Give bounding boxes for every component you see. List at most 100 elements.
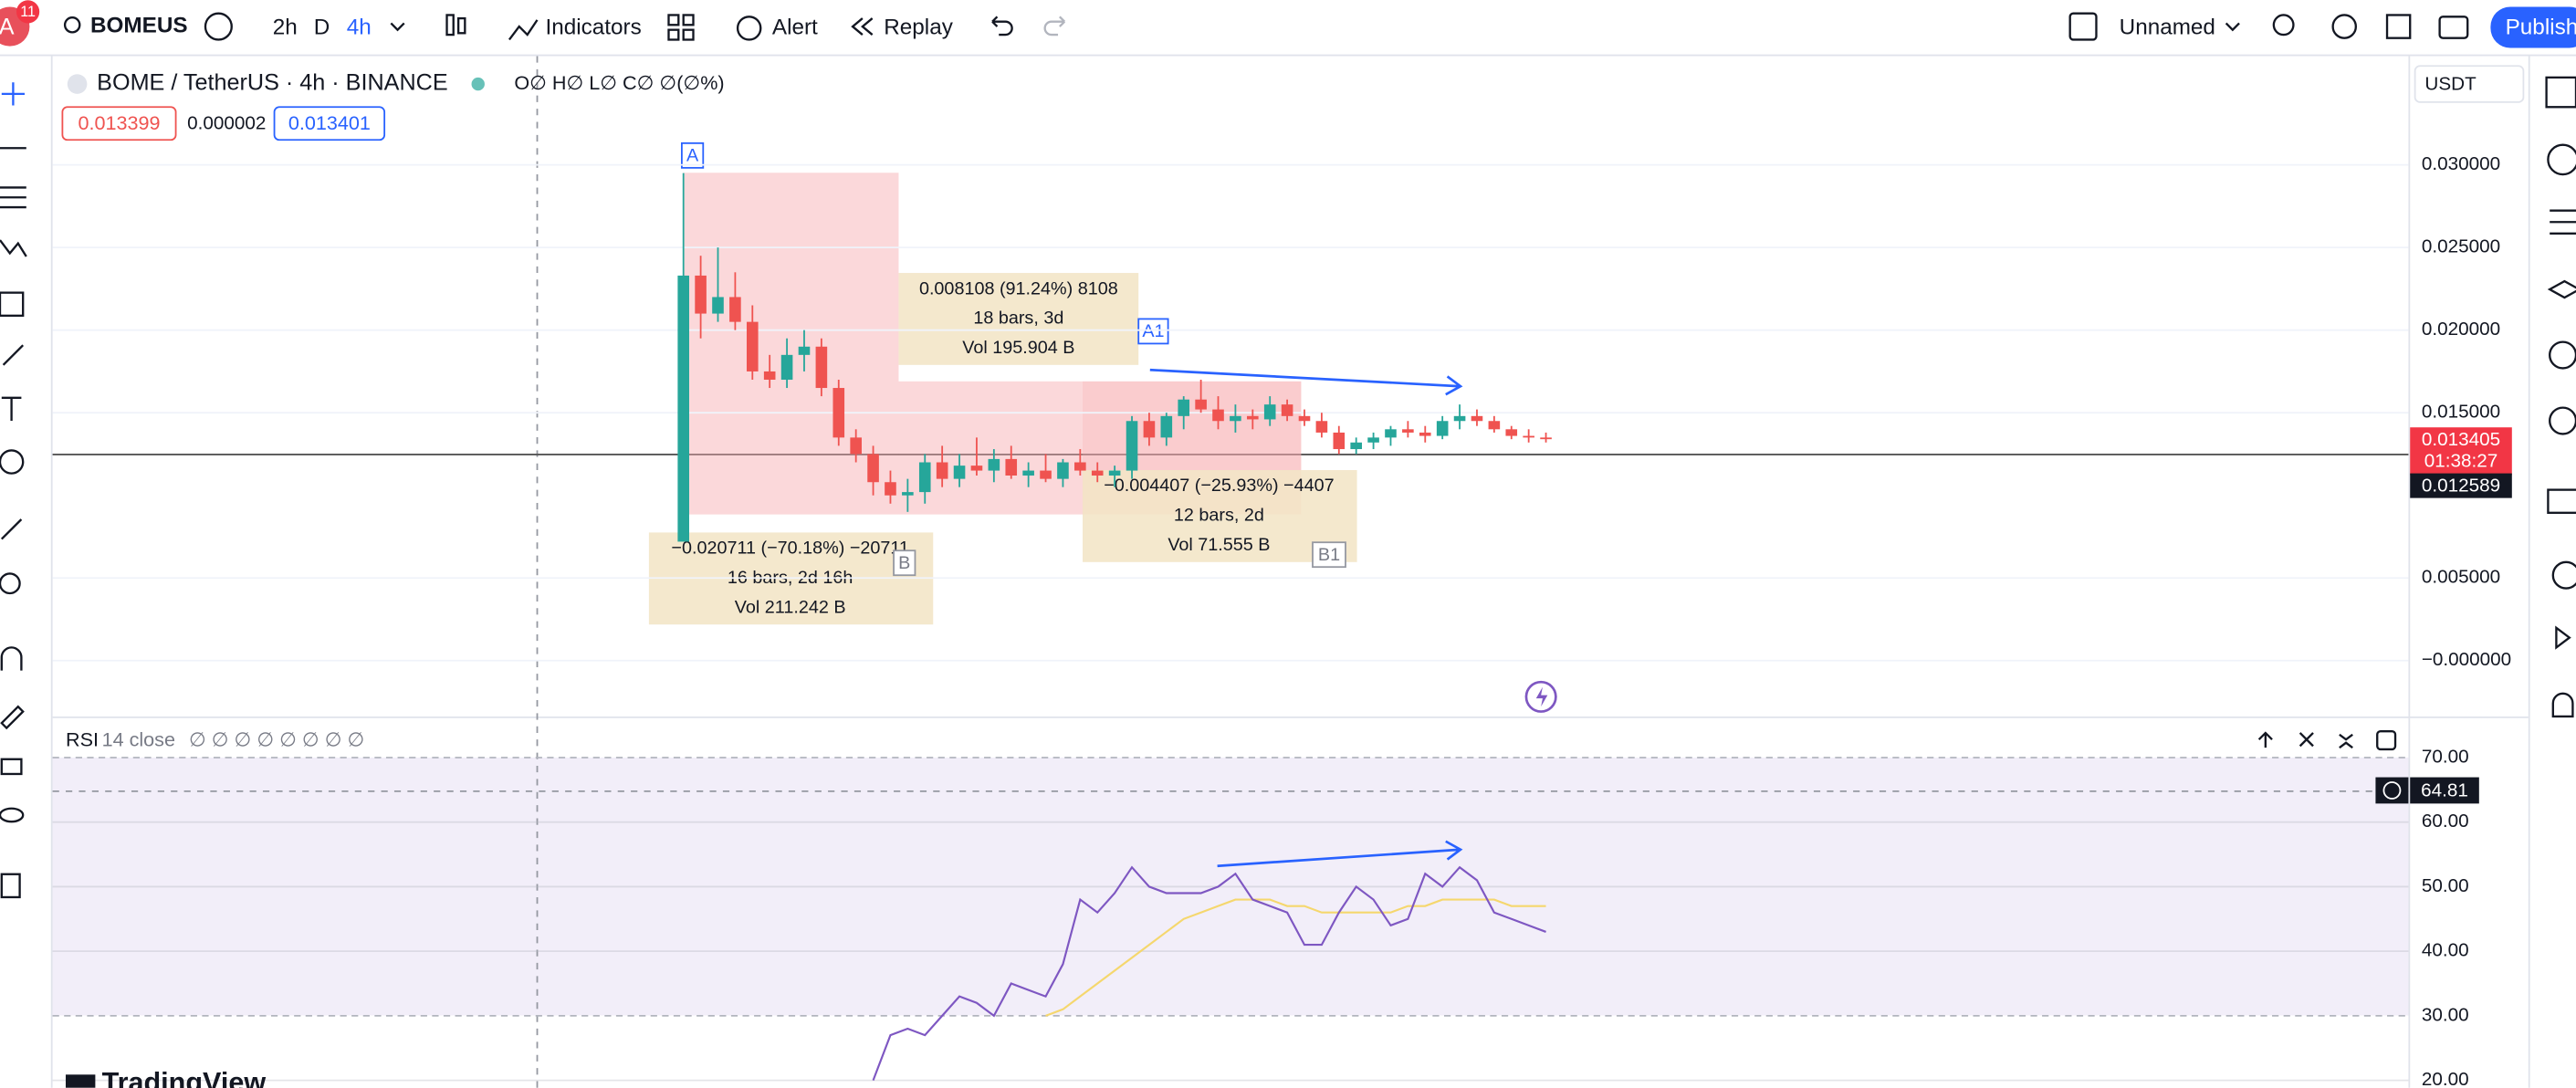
- candle-body: [1367, 437, 1379, 443]
- interval[interactable]: 2h: [273, 15, 298, 39]
- rsi-params: 14 close: [102, 728, 175, 751]
- replay-button[interactable]: Replay: [884, 15, 953, 39]
- candle-body: [1298, 415, 1311, 422]
- templates-icon[interactable]: [667, 14, 680, 26]
- crosshair-tool[interactable]: [1, 82, 25, 106]
- redo[interactable]: [1043, 16, 1066, 37]
- lock-tool[interactable]: [0, 758, 23, 776]
- icon-tool[interactable]: [0, 449, 25, 475]
- text-tool[interactable]: [1, 396, 22, 422]
- drawing-tools: [0, 82, 27, 899]
- add-symbol[interactable]: [204, 12, 233, 41]
- measure-change: −0.020711 (−70.18%) −20711: [671, 539, 908, 559]
- add-icon: [2382, 781, 2402, 800]
- currency-select[interactable]: [2414, 65, 2525, 103]
- rsi-tick-label: 40.00: [2422, 940, 2469, 961]
- bid-box[interactable]: [61, 106, 177, 141]
- move-up[interactable]: [2257, 731, 2273, 748]
- interval-dropdown[interactable]: [390, 22, 405, 32]
- stay-drawing[interactable]: [0, 705, 25, 730]
- pattern-tool[interactable]: [0, 239, 27, 257]
- notifications[interactable]: [2551, 692, 2574, 718]
- candle-body: [1230, 415, 1241, 422]
- watchlist[interactable]: [2545, 76, 2576, 109]
- indicators-button[interactable]: Indicators: [546, 15, 642, 39]
- point-label: A1: [1142, 321, 1164, 341]
- market-status: [471, 77, 485, 91]
- point-label-box: [893, 549, 916, 577]
- candle-body: [1040, 470, 1052, 479]
- point-label-box: [680, 141, 705, 169]
- point-label: B: [898, 553, 910, 573]
- forecast-tool[interactable]: [0, 291, 25, 318]
- measure-change: −0.004407 (−25.93%) −4407: [1104, 476, 1334, 496]
- candle-body: [798, 346, 811, 355]
- maximize-pane[interactable]: [2376, 730, 2397, 751]
- event-marker[interactable]: [1524, 680, 1557, 713]
- layout-name[interactable]: Unnamed: [2120, 15, 2215, 39]
- rsi-current: 64.81: [2421, 779, 2468, 800]
- layers[interactable]: [2547, 279, 2576, 299]
- chart-type-icon[interactable]: [445, 14, 455, 37]
- object-tree[interactable]: [2550, 209, 2576, 235]
- rsi-tick-label: 30.00: [2422, 1004, 2469, 1025]
- templates-icon: [682, 28, 695, 41]
- measure-tool[interactable]: [0, 518, 23, 540]
- trend-arrow[interactable]: [1217, 840, 1463, 868]
- chats[interactable]: [2547, 488, 2576, 514]
- y-tick-label: 0.030000: [2422, 153, 2500, 174]
- layout-icon[interactable]: [2068, 12, 2098, 41]
- candle-body: [763, 371, 776, 380]
- rsi-tick-label: 60.00: [2422, 811, 2469, 832]
- streams[interactable]: [2551, 560, 2576, 590]
- rsi-tick-label: 20.00: [2422, 1069, 2469, 1088]
- snapshot[interactable]: [2438, 16, 2469, 39]
- zoom-tool[interactable]: [0, 572, 21, 595]
- hints[interactable]: [2549, 406, 2576, 435]
- interval[interactable]: D: [314, 15, 330, 39]
- candle-body: [677, 275, 689, 542]
- hide-tool[interactable]: [0, 807, 25, 823]
- add-button[interactable]: [2375, 777, 2409, 804]
- replay-icon: [851, 17, 874, 36]
- candle-body: [815, 346, 828, 389]
- settings[interactable]: [2331, 14, 2358, 39]
- ask-box[interactable]: [273, 106, 386, 141]
- publish-button[interactable]: [2490, 6, 2576, 48]
- templates-icon: [667, 28, 680, 41]
- legend-title: BOME / TetherUS · 4h · BINANCE: [97, 70, 447, 96]
- candle-body: [1247, 415, 1259, 420]
- undo[interactable]: [991, 16, 1013, 37]
- candle-body: [1402, 429, 1414, 433]
- collapse-pane[interactable]: [2339, 733, 2353, 749]
- brush-tool[interactable]: [2, 344, 25, 366]
- ideas[interactable]: [2549, 340, 2576, 370]
- fib-tool[interactable]: [0, 186, 26, 209]
- quick-search[interactable]: [2272, 14, 2295, 37]
- measure-volume: Vol 211.242 B: [735, 597, 846, 617]
- alerts-panel[interactable]: [2547, 143, 2576, 176]
- rsi-tick-label: 70.00: [2422, 746, 2469, 767]
- alert-button[interactable]: Alert: [772, 15, 818, 39]
- candle-body: [1091, 470, 1104, 476]
- symbol[interactable]: BOMEUS: [90, 14, 188, 38]
- replay-panel[interactable]: [2555, 625, 2571, 650]
- measure-box: [1083, 470, 1357, 562]
- close-pane[interactable]: [2299, 732, 2314, 748]
- range-a[interactable]: [683, 173, 899, 515]
- layout-dropdown[interactable]: [2225, 22, 2240, 32]
- candle-body: [1281, 404, 1293, 416]
- rsi-line: [872, 865, 1546, 1082]
- toolbar: [0, 0, 2576, 55]
- fullscreen[interactable]: [2385, 14, 2412, 39]
- rsi-tick-label: 50.00: [2422, 875, 2469, 896]
- trend-arrow[interactable]: [1149, 368, 1463, 396]
- candle-body: [1022, 470, 1034, 476]
- spread: 0.000002: [187, 113, 266, 134]
- interval-active[interactable]: 4h: [347, 15, 372, 39]
- remove-tool[interactable]: [0, 873, 21, 899]
- measure-volume: Vol 195.904 B: [962, 338, 1074, 358]
- magnet-tool[interactable]: [0, 646, 23, 671]
- candle-body: [1178, 399, 1190, 416]
